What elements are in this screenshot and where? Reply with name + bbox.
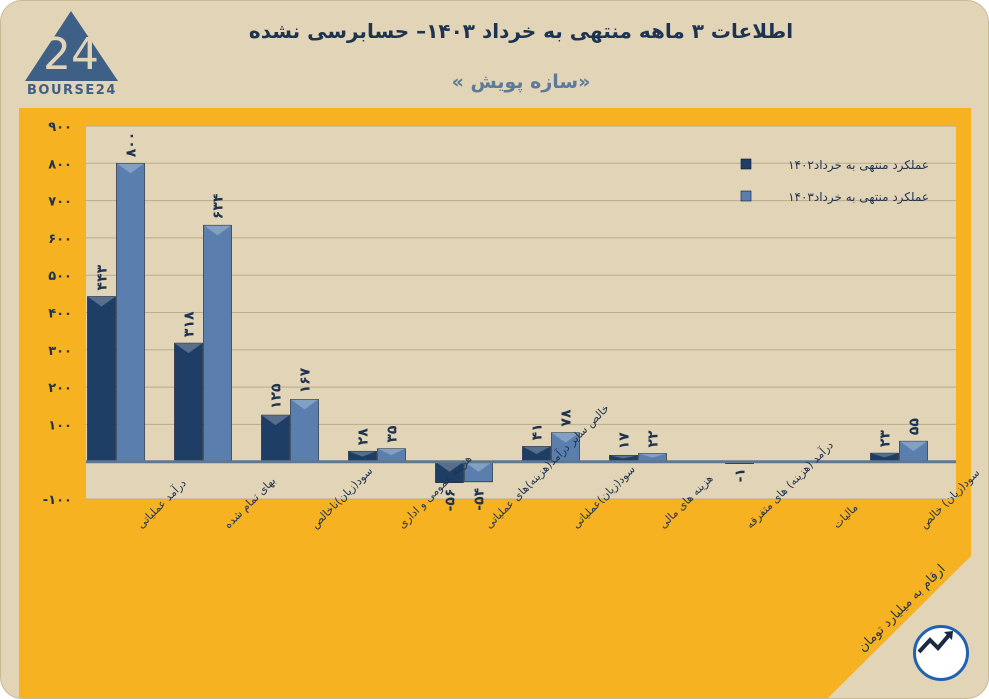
x-category-label: مالیات	[830, 501, 860, 531]
bar-bevel	[522, 446, 551, 455]
legend-swatch	[740, 158, 752, 170]
y-tick-label: ۷۰۰	[48, 195, 72, 210]
bar-bevel	[435, 461, 464, 472]
data-label: ۲۳	[878, 430, 894, 448]
bar-bevel	[464, 461, 493, 472]
data-label: ۶۳۴	[211, 193, 227, 219]
y-tick-label: ۱۰۰	[48, 418, 72, 433]
bar-bevel	[203, 225, 232, 236]
data-label: ۴۴۳	[95, 264, 111, 290]
data-label: ۳۵	[385, 425, 401, 443]
bar-bevel	[377, 448, 406, 456]
bar-bevel	[551, 432, 580, 443]
bar-bevel	[290, 399, 319, 410]
bar-bevel	[638, 453, 667, 458]
logo-text: BOURSE24	[27, 83, 117, 98]
bar	[116, 163, 145, 462]
legend-label: عملکرد منتهی به خرداد۱۴۰۲	[788, 158, 929, 173]
bar-bevel	[348, 451, 377, 457]
bar-bevel	[899, 441, 928, 452]
data-label: -۵۴	[472, 487, 488, 510]
y-tick-label: ۶۰۰	[48, 232, 72, 247]
svg-text:24: 24	[43, 29, 99, 80]
bar	[290, 399, 319, 462]
y-tick-label: ۳۰۰	[48, 344, 72, 359]
data-label: -۵۶	[443, 489, 459, 512]
bar	[87, 296, 116, 462]
bar	[174, 342, 203, 462]
y-tick-label: ۲۰۰	[48, 381, 72, 396]
data-label: ۵۵	[907, 418, 923, 436]
y-tick-label: ۵۰۰	[48, 269, 72, 284]
y-tick-label: ۴۰۰	[48, 307, 72, 322]
data-label: ۱۲۵	[269, 383, 285, 409]
data-label: ۷۸	[559, 409, 575, 427]
bourse24-logo: 24	[23, 9, 123, 101]
bar	[551, 432, 580, 462]
legend-label: عملکرد منتهی به خرداد۱۴۰۳	[788, 190, 929, 205]
data-label: ۳۱۸	[182, 311, 198, 337]
data-label: -۱	[733, 468, 749, 482]
bar-bevel	[609, 455, 638, 459]
bar	[261, 414, 290, 463]
data-label: ۸۰۰	[124, 132, 140, 158]
company-name: «سازه پویش »	[451, 71, 591, 93]
data-label: ۴۱	[530, 423, 546, 440]
bar-bevel	[174, 343, 203, 354]
legend-swatch	[740, 190, 752, 202]
chart-title: اطلاعات ۳ ماهه منتهی به خرداد ۱۴۰۳– حساب…	[248, 19, 794, 43]
bar-bevel	[87, 296, 116, 307]
y-tick-label: -۱۰۰	[43, 493, 72, 508]
data-label: ۲۲	[646, 430, 662, 448]
trend-chart-icon	[913, 625, 969, 681]
y-tick-label: ۹۰۰	[48, 120, 72, 135]
bar-bevel	[870, 453, 899, 458]
bar-bevel	[261, 415, 290, 426]
bar-bevel	[116, 163, 145, 174]
bar	[203, 224, 232, 462]
data-label: ۱۷	[617, 432, 633, 450]
data-label: ۱۶۷	[298, 367, 314, 393]
y-tick-label: ۸۰۰	[48, 157, 72, 172]
data-label: ۲۸	[356, 428, 372, 446]
